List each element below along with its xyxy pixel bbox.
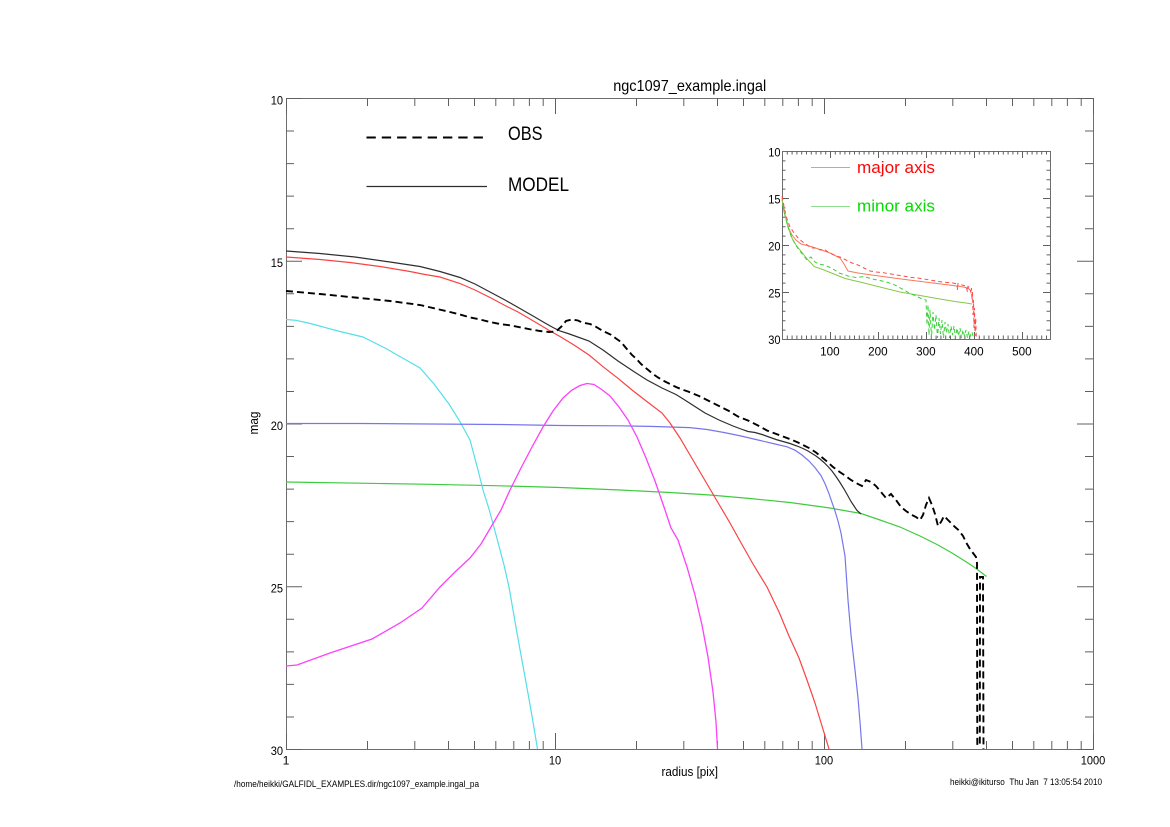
svg-text:100: 100 [820,345,840,359]
svg-text:radius [pix]: radius [pix] [662,764,719,779]
svg-text:major axis: major axis [857,158,935,177]
svg-text:400: 400 [964,345,984,359]
svg-text:1: 1 [283,754,290,768]
svg-text:500: 500 [1012,345,1032,359]
svg-text:/home/heikki/GALFIDL_EXAMPLES.: /home/heikki/GALFIDL_EXAMPLES.dir/ngc109… [234,779,479,789]
svg-text:mag: mag [246,412,261,435]
svg-text:1000: 1000 [1081,754,1106,768]
svg-text:10: 10 [271,94,283,108]
svg-text:25: 25 [271,582,283,596]
svg-text:20: 20 [768,240,780,254]
svg-text:25: 25 [768,287,780,301]
svg-text:minor axis: minor axis [857,197,935,216]
svg-text:30: 30 [768,333,780,347]
svg-text:ngc1097_example.ingal: ngc1097_example.ingal [613,78,766,95]
svg-text:MODEL: MODEL [508,174,569,196]
svg-text:300: 300 [916,345,936,359]
svg-text:200: 200 [868,345,888,359]
svg-text:15: 15 [271,256,283,270]
svg-text:10: 10 [549,754,561,768]
svg-text:20: 20 [271,419,283,433]
svg-text:15: 15 [768,193,780,207]
svg-text:heikki@ikiturso Thu Jan 7 13: heikki@ikiturso Thu Jan 7 13:05:54 2010 [950,777,1102,787]
svg-text:100: 100 [815,754,834,768]
svg-text:OBS: OBS [508,123,543,145]
svg-text:10: 10 [768,146,780,160]
svg-text:30: 30 [271,744,283,758]
